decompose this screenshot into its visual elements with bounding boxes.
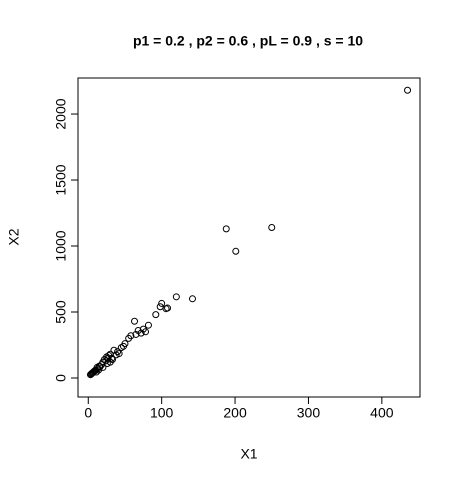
y-tick-label: 0: [53, 374, 69, 382]
point: [108, 356, 116, 364]
plot-box: [77, 77, 421, 398]
point: [95, 366, 103, 374]
x-tick-label: 100: [150, 405, 174, 421]
y-tick-label: 1500: [53, 164, 69, 195]
x-axis-label: X1: [240, 446, 257, 462]
point: [132, 330, 140, 338]
x-tick-label: 300: [297, 405, 321, 421]
x-tick-label: 400: [370, 405, 394, 421]
point: [117, 344, 125, 352]
point: [89, 369, 97, 377]
point: [172, 293, 180, 301]
y-axis-label: X2: [6, 228, 22, 245]
point: [137, 329, 145, 337]
point: [103, 359, 111, 367]
point: [144, 321, 152, 329]
point: [96, 363, 104, 371]
point: [125, 334, 133, 342]
chart-title: p1 = 0.2 , p2 = 0.6 , pL = 0.9 , s = 10: [133, 33, 363, 49]
point: [92, 368, 100, 376]
point: [114, 348, 122, 356]
x-tick-label: 200: [223, 405, 247, 421]
point: [142, 328, 150, 336]
point: [232, 247, 240, 255]
y-tick-label: 1000: [53, 230, 69, 261]
point: [115, 350, 123, 358]
point: [268, 224, 276, 232]
y-tick-label: 2000: [53, 98, 69, 129]
x-tick-label: 0: [84, 405, 92, 421]
point: [104, 354, 112, 362]
point: [164, 304, 172, 312]
y-tick-label: 500: [53, 300, 69, 324]
point: [404, 86, 412, 94]
point: [188, 295, 196, 303]
point: [131, 317, 139, 325]
point: [158, 299, 166, 307]
point: [222, 225, 230, 233]
point: [152, 311, 160, 319]
